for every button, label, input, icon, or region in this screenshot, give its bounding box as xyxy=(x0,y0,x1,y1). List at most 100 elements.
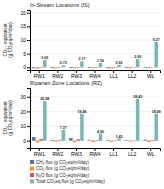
bar xyxy=(125,140,128,142)
y-tick-label: 20 xyxy=(20,10,26,16)
grid-line xyxy=(30,12,160,13)
y-tick-label: 0 xyxy=(23,64,26,70)
bar xyxy=(91,67,94,68)
y-axis: 05101520 xyxy=(20,10,30,71)
bar xyxy=(32,67,35,69)
x-tick: LL2 xyxy=(128,70,137,79)
bar xyxy=(99,134,102,141)
x-tick: RW3 xyxy=(71,148,82,157)
bar xyxy=(77,139,80,140)
legend-label: Total CO₂eq flux (g CO₂eq/m²/day) xyxy=(36,179,106,184)
x-tick: RW1 xyxy=(34,148,45,157)
y-tick-mark xyxy=(27,40,30,41)
y-axis: 0 10 20 30 xyxy=(20,89,30,149)
x-tick-label: LL2 xyxy=(128,151,137,157)
x-tick: WL xyxy=(147,70,155,79)
bar xyxy=(51,67,54,69)
title: Riparian Zone Locations (RZ) xyxy=(30,80,102,86)
bar xyxy=(80,61,83,67)
grid-line xyxy=(30,140,160,141)
grid-line xyxy=(30,53,160,54)
x-tick-label: RW4 xyxy=(89,73,100,79)
y-tick: 15 xyxy=(20,23,30,29)
data-label: 9.27 xyxy=(153,38,160,42)
y-tick-mark xyxy=(27,126,30,127)
bar xyxy=(73,67,76,69)
x-tick-label: RW4 xyxy=(89,151,100,157)
x-tick: LL1 xyxy=(109,70,118,79)
data-label: 26.98 xyxy=(40,97,49,101)
bar xyxy=(132,67,135,68)
legend-swatch xyxy=(30,160,34,164)
x-tick: RW2 xyxy=(52,70,63,79)
bar xyxy=(99,63,102,67)
y-axis-line xyxy=(27,11,31,71)
x-tick: WL xyxy=(147,148,155,157)
y-tick: 5 xyxy=(23,51,30,57)
legend-item: N₂O flux (g CO₂eq/m²/day) xyxy=(30,173,90,178)
bar xyxy=(136,59,139,67)
grid-line xyxy=(30,111,160,112)
bar xyxy=(143,67,146,69)
bar xyxy=(62,130,65,141)
legend-item: CH₄ flux (g CO₂eq/m²/day) xyxy=(30,160,90,165)
y-tick-mark xyxy=(27,97,30,98)
y-tick-label: 20 xyxy=(20,109,26,115)
x-tick-label: LL2 xyxy=(128,73,137,79)
legend-label: CO₂ flux (g CO₂eq/m²/day) xyxy=(36,166,90,171)
bar xyxy=(73,141,76,142)
bar xyxy=(54,67,57,68)
bar xyxy=(58,139,61,141)
legend-item: Total CO₂eq flux (g CO₂eq/m²/day) xyxy=(30,179,106,184)
y-tick-label: 10 xyxy=(20,123,26,129)
bar xyxy=(117,139,120,141)
x-tick: LL1 xyxy=(109,148,118,157)
bar xyxy=(95,67,98,68)
y-tick: 20 xyxy=(20,109,30,115)
bar xyxy=(143,139,146,141)
y-tick-label: 30 xyxy=(20,94,26,100)
data-label: 1.45 xyxy=(116,135,123,139)
bar xyxy=(91,141,94,142)
bar xyxy=(39,67,42,69)
y-tick: 0 xyxy=(23,138,30,144)
grid-line xyxy=(30,26,160,27)
data-label: 2.65 xyxy=(41,56,48,60)
x-tick: RW1 xyxy=(34,70,45,79)
y-tick-mark xyxy=(27,141,30,142)
chart-svg: 0 5 10 15 20 RW1 RW2 RW3 RW4 LL1 LL2 WL 2.65 0.73 2.17… xyxy=(0,0,164,189)
bar xyxy=(62,65,65,67)
bar xyxy=(39,139,42,141)
y-axis-label: CO₂ - equivalent(g CO₂eq/m²/day) xyxy=(3,22,13,58)
y-tick: 30 xyxy=(20,94,30,100)
bar xyxy=(58,67,61,68)
y-tick-mark xyxy=(27,67,30,68)
bar xyxy=(88,67,91,69)
y-axis-line xyxy=(27,89,31,149)
x-tick-label: RW3 xyxy=(71,73,82,79)
y-axis-label-line: (g CO₂eq/m²/day) xyxy=(8,22,13,58)
y-tick-mark xyxy=(27,26,30,27)
bar xyxy=(114,140,117,141)
legend-label: N₂O flux (g CO₂eq/m²/day) xyxy=(36,173,90,178)
bar xyxy=(36,141,39,143)
data-label: 2.17 xyxy=(78,57,85,61)
bar xyxy=(51,139,54,141)
grid xyxy=(30,97,160,141)
data-label: 0.73 xyxy=(60,61,67,65)
bar xyxy=(114,67,117,69)
bar xyxy=(147,141,150,142)
data-label: 0.92 xyxy=(116,61,123,65)
legend-swatch xyxy=(30,173,34,177)
data-label: 18.46 xyxy=(77,110,86,114)
chart-panel: 0102030RW1RW2RW3RW4LL1LL2WL26.987.3718.4… xyxy=(3,80,161,157)
grid-line xyxy=(30,40,160,41)
x-axis: RW1 RW2 RW3 RW4 LL1 LL2 WL xyxy=(31,70,161,79)
bar xyxy=(110,67,113,68)
y-axis-label-line: (g CO₂eq/m²/day) xyxy=(8,100,13,136)
bar xyxy=(129,67,132,68)
bar xyxy=(69,138,72,141)
x-tick-label: RW1 xyxy=(34,151,45,157)
bar xyxy=(154,114,157,141)
legend-swatch xyxy=(30,180,34,184)
